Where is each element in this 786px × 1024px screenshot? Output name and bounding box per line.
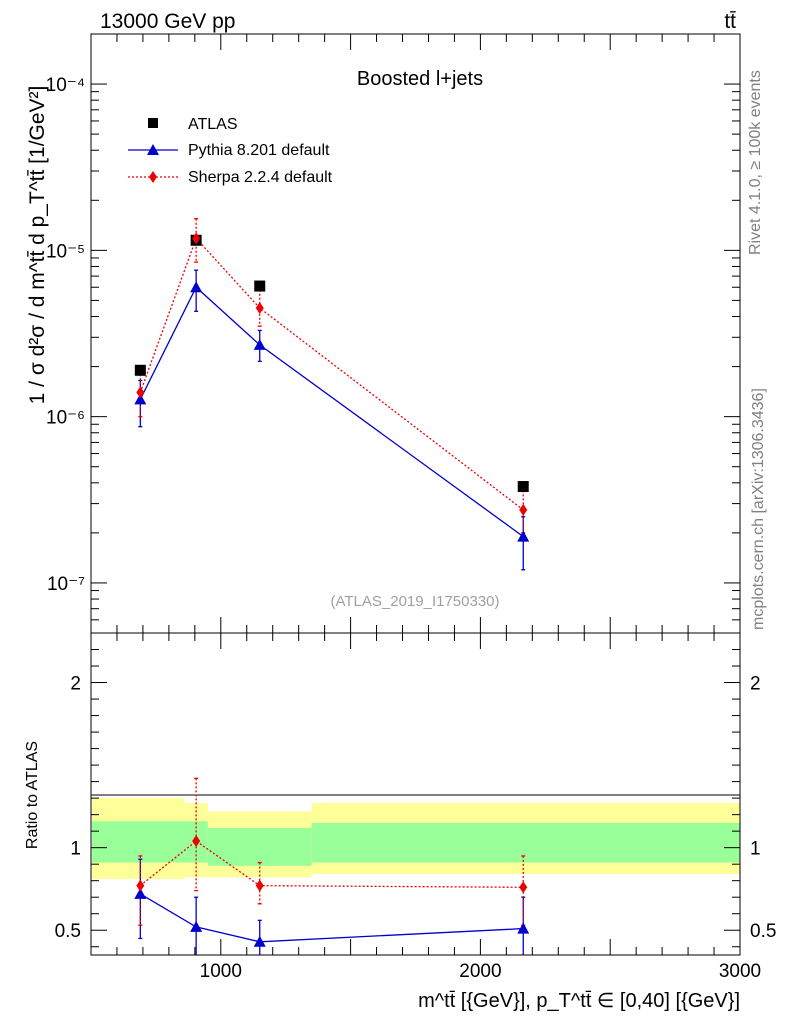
ratio-y-tick-label-right: 2 (750, 674, 761, 695)
main-y-tick-label: 10⁻⁶ (46, 408, 85, 429)
main-y-axis-label: 1 / σ d²σ / d m^tt̄ d p_T^tt̄ [1/GeV²] (26, 86, 49, 405)
energy-label: 13000 GeV pp (100, 10, 235, 33)
legend-atlas-marker (148, 118, 158, 128)
ratio-y-tick-label-left: 2 (70, 674, 81, 695)
sherpa-point (519, 503, 528, 516)
sherpa-ratio-point (192, 835, 201, 848)
x-tick-label: 1000 (200, 961, 242, 982)
ratio-band-inner (311, 822, 740, 863)
atlas-point (134, 364, 146, 376)
sherpa-point (192, 232, 201, 245)
ratio-panel: 0.5 0.5 1 1 2 2 1000 2000 3000 Ratio to ATLAS m^… (24, 632, 776, 1012)
process-label: tt̄ (724, 10, 736, 33)
x-tick-label: 2000 (459, 961, 501, 982)
sherpa-ratio-point (136, 879, 145, 892)
sherpa-point (136, 386, 145, 399)
ratio-y-tick-label-left: 1 (70, 839, 81, 860)
legend-sherpa-marker (149, 171, 157, 183)
legend-sherpa-label: Sherpa 2.2.4 default (188, 169, 333, 186)
rivet-label: Rivet 4.1.0, ≥ 100k events (747, 70, 764, 255)
main-y-tick-label: 10⁻⁴ (46, 75, 85, 96)
ratio-y-tick-label-right: 1 (750, 839, 761, 860)
ratio-y-tick-label-left: 0.5 (55, 921, 81, 942)
watermark: (ATLAS_2019_I1750330) (330, 593, 499, 610)
sherpa-ratio-line (139, 840, 524, 888)
legend-atlas-label: ATLAS (188, 116, 238, 133)
main-title: Boosted l+jets (357, 68, 483, 90)
ratio-y-axis-label: Ratio to ATLAS (24, 741, 41, 849)
pythia-point (253, 338, 266, 350)
x-tick-label: 3000 (719, 961, 761, 982)
pythia-ratio-point (134, 887, 147, 899)
sherpa-point (255, 302, 264, 315)
legend: ATLAS Pythia 8.201 default Sherpa 2.2.4 … (128, 116, 333, 186)
main-y-tick-label: 10⁻⁷ (47, 574, 85, 595)
pythia-line (139, 286, 524, 538)
pythia-ratio-point (253, 935, 266, 947)
sherpa-line (139, 237, 524, 511)
ratio-band-inner (92, 821, 185, 863)
mcplots-label: mcplots.cern.ch [arXiv:1306.3436] (750, 388, 767, 630)
pythia-point (134, 393, 147, 405)
pythia-point (190, 281, 203, 293)
x-axis-label: m^tt̄ [{GeV}], p_T^tt̄ ∈ [0,40] [{GeV}] (418, 990, 740, 1012)
ratio-band-inner (207, 827, 312, 866)
pythia-point (517, 530, 530, 542)
ratio-y-tick-label-right: 0.5 (750, 921, 776, 942)
pythia-ratio-point (517, 922, 530, 934)
legend-pythia-label: Pythia 8.201 default (188, 142, 330, 159)
atlas-point (254, 280, 266, 292)
atlas-point (517, 481, 529, 493)
sherpa-ratio-point (519, 881, 528, 894)
legend-pythia-marker (147, 144, 159, 155)
pythia-ratio-line (139, 893, 524, 943)
pythia-ratio-point (190, 920, 203, 932)
sherpa-ratio-point (255, 879, 264, 892)
main-panel: Boosted l+jets (ATLAS_2019_I1750330) 10⁻… (26, 33, 741, 634)
main-y-tick-label: 10⁻⁵ (46, 241, 85, 262)
ratio-frame (90, 632, 741, 956)
